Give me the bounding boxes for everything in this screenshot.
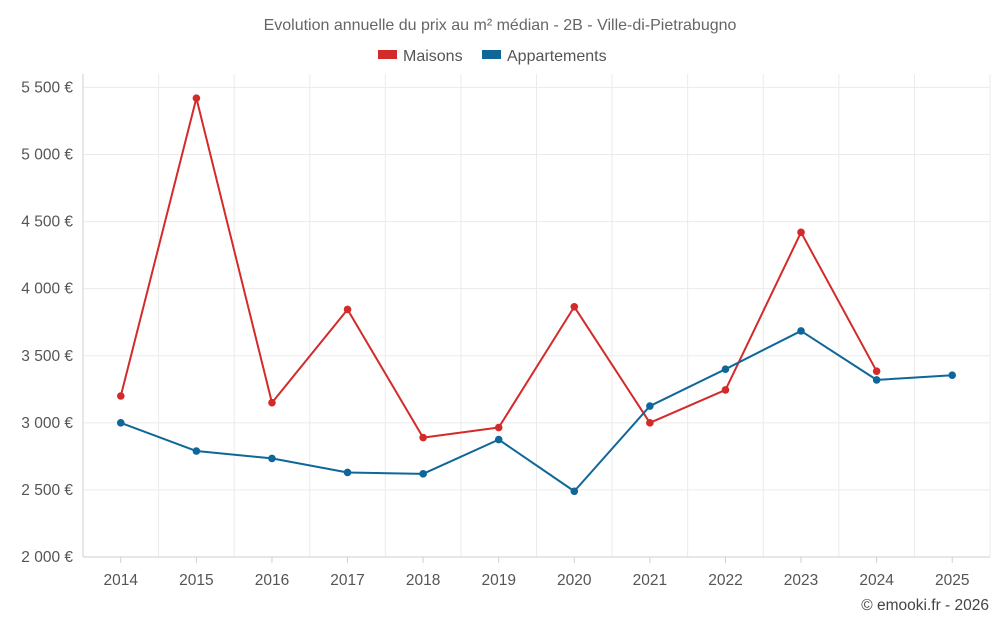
point-appartements-2021[interactable] — [646, 402, 654, 410]
x-tick-label: 2019 — [481, 572, 515, 589]
series-line-appartements — [120, 329, 953, 493]
legend-item-appartements[interactable]: Appartements — [482, 48, 607, 65]
y-axis: 2 000 € 2 500 € 3 000 € 3 500 € 4 000 € 4 500… — [21, 79, 73, 566]
x-tick-label: 2016 — [255, 572, 289, 589]
x-tick-label: 2015 — [179, 572, 213, 589]
x-tick-label: 2022 — [708, 572, 742, 589]
point-appartements-2023[interactable] — [797, 327, 805, 335]
legend-label-appartements: Appartements — [507, 48, 607, 65]
point-appartements-2020[interactable] — [570, 487, 579, 496]
y-tick-label: 2 500 € — [21, 482, 73, 499]
point-maisons-2017[interactable] — [343, 305, 352, 314]
point-maisons-2018[interactable] — [419, 433, 427, 442]
grid — [82, 74, 991, 558]
x-tick-label: 2020 — [557, 572, 592, 589]
point-maisons-2019[interactable] — [494, 423, 503, 432]
point-maisons-2020[interactable] — [570, 302, 579, 311]
x-tick-label: 2014 — [104, 572, 139, 589]
legend: Maisons Appartements — [378, 48, 607, 65]
x-tick-label: 2017 — [330, 572, 364, 589]
point-maisons-2014[interactable] — [116, 392, 125, 400]
y-tick-label: 5 000 € — [21, 147, 73, 164]
x-tick-label: 2023 — [784, 572, 818, 589]
point-appartements-2017[interactable] — [343, 468, 352, 477]
x-tick-label: 2018 — [406, 572, 440, 589]
y-tick-label: 2 000 € — [21, 549, 73, 566]
chart-title: Evolution annuelle du prix au m² médian … — [264, 17, 737, 34]
x-axis: 2014 2015 2016 2017 2018 2019 2020 2021 2022 2023… — [104, 557, 969, 589]
x-tick-label: 2025 — [935, 572, 969, 589]
point-appartements-2022[interactable] — [721, 365, 730, 373]
legend-swatch-appartements — [482, 50, 501, 59]
series — [116, 94, 957, 496]
point-appartements-2025[interactable] — [948, 371, 957, 380]
point-maisons-2021[interactable] — [646, 419, 654, 427]
legend-item-maisons[interactable]: Maisons — [378, 48, 463, 65]
point-maisons-2024[interactable] — [872, 367, 881, 375]
point-appartements-2014[interactable] — [116, 419, 125, 427]
legend-label-maisons: Maisons — [403, 48, 463, 65]
point-maisons-2023[interactable] — [797, 228, 805, 237]
y-tick-label: 3 500 € — [21, 348, 73, 365]
point-appartements-2018[interactable] — [419, 470, 427, 478]
x-tick-label: 2024 — [859, 572, 894, 589]
y-tick-label: 4 000 € — [21, 281, 73, 298]
legend-swatch-maisons — [378, 50, 397, 59]
y-tick-label: 5 500 € — [21, 79, 73, 96]
point-maisons-2016[interactable] — [268, 398, 276, 407]
x-tick-label: 2021 — [633, 572, 667, 589]
point-appartements-2019[interactable] — [494, 435, 503, 444]
point-appartements-2024[interactable] — [872, 376, 881, 384]
credit-text: © emooki.fr - 2026 — [861, 597, 989, 614]
y-tick-label: 3 000 € — [21, 415, 73, 432]
point-maisons-2015[interactable] — [192, 94, 201, 102]
point-appartements-2016[interactable] — [268, 454, 276, 463]
point-maisons-2022[interactable] — [721, 386, 730, 394]
y-tick-label: 4 500 € — [21, 214, 73, 231]
point-appartements-2015[interactable] — [192, 447, 201, 455]
